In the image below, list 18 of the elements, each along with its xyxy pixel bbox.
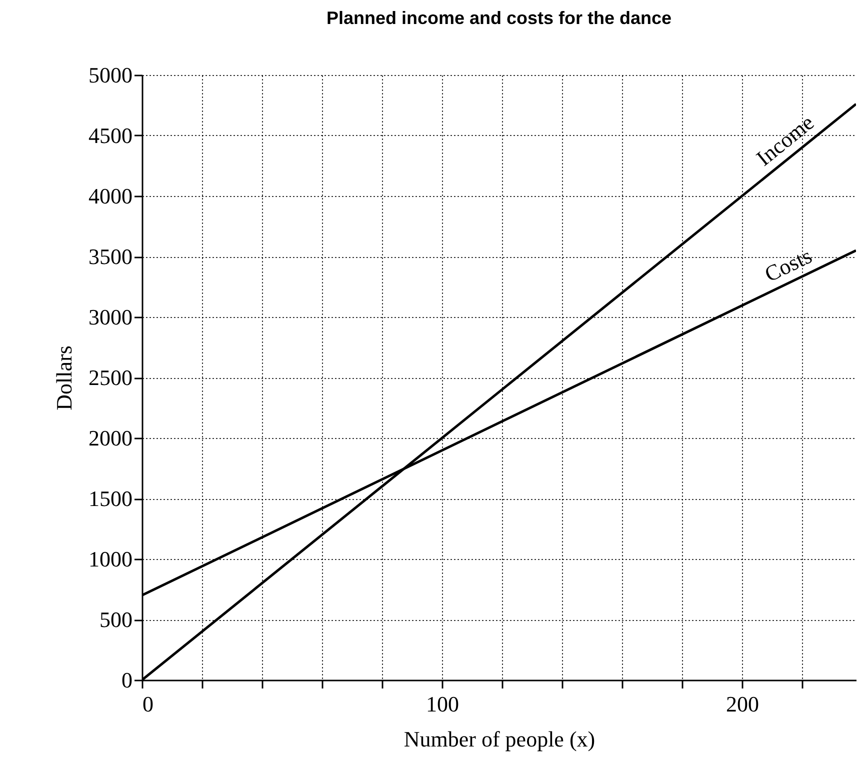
x-tick-label: 0 <box>142 692 154 716</box>
y-axis-title: Dollars <box>52 346 76 410</box>
y-tick-label: 2500 <box>88 365 132 390</box>
y-tick-label: 0 <box>122 668 132 692</box>
y-tick-label: 500 <box>100 607 132 632</box>
y-tick-label: 1000 <box>88 546 132 572</box>
y-tick-label: 4500 <box>88 123 132 148</box>
y-tick-label: 4000 <box>88 184 132 208</box>
x-axis-title: Number of people (x) <box>404 726 596 752</box>
x-tick-label: 100 <box>426 692 459 716</box>
y-tick-label: 3000 <box>88 304 132 330</box>
y-tick-label: 1500 <box>88 486 132 511</box>
chart-title: Planned income and costs for the dance <box>326 8 672 28</box>
y-tick-label: 3500 <box>88 244 132 269</box>
x-tick-label: 200 <box>726 692 759 716</box>
text: Costs <box>760 243 816 287</box>
y-tick-label: 5000 <box>88 62 132 88</box>
y-tick-label: 2000 <box>88 426 132 450</box>
